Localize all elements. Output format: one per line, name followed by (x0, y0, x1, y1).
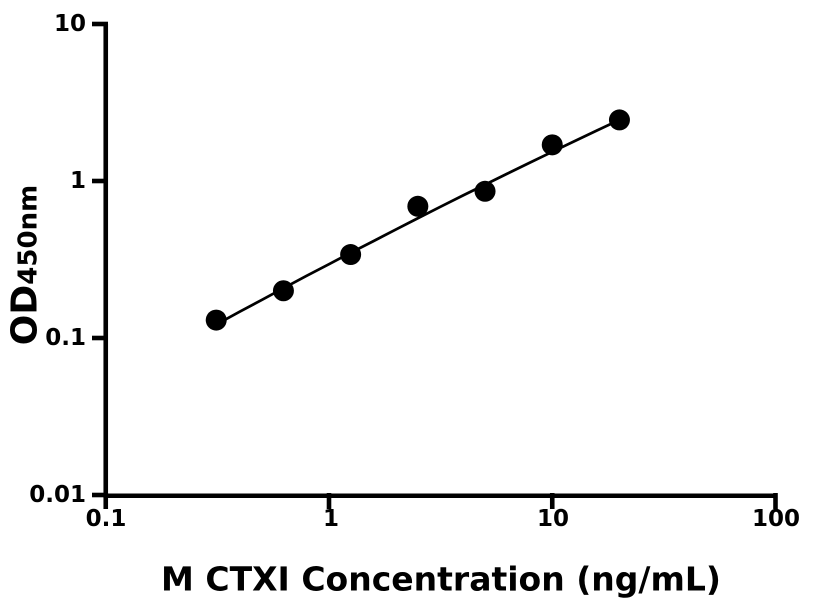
data-point (340, 244, 362, 266)
data-point (272, 280, 294, 302)
x-tick-label: 100 (751, 506, 800, 532)
x-tick-label: 0.1 (85, 506, 127, 532)
data-point (608, 109, 630, 131)
data-point (205, 309, 227, 331)
x-tick-label: 10 (536, 506, 569, 532)
data-point (541, 134, 563, 156)
y-tick-label: 0.1 (45, 325, 86, 351)
y-tick-label: 1 (69, 168, 86, 194)
x-axis-title: M CTXI Concentration (ng/mL) (161, 559, 721, 599)
y-tick-label: 10 (53, 11, 86, 37)
axis-spines (103, 24, 776, 499)
y-axis-title-subscript: 450nm (13, 184, 44, 285)
x-tick-label: 1 (322, 506, 339, 532)
y-axis-title: OD 450nm (5, 185, 46, 345)
data-point (474, 180, 496, 202)
y-tick-label: 0.01 (29, 482, 86, 508)
data-point (407, 195, 429, 217)
y-axis-title-main: OD (4, 284, 46, 346)
